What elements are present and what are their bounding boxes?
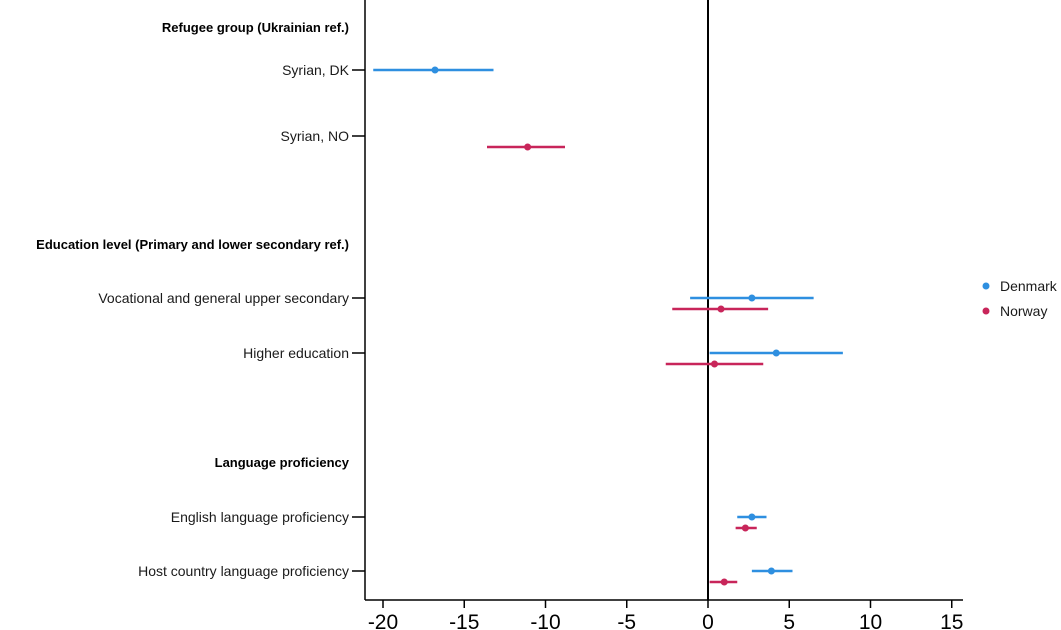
legend-marker-norway xyxy=(982,307,990,315)
point-estimate-denmark xyxy=(772,349,780,357)
point-estimate-norway xyxy=(711,360,718,368)
x-tick-label: 10 xyxy=(859,611,882,630)
point-estimate-denmark xyxy=(767,567,775,575)
group-label: Education level (Primary and lower secon… xyxy=(36,237,349,252)
x-tick-label: -10 xyxy=(530,611,560,630)
row-label: Host country language proficiency xyxy=(138,563,349,579)
point-estimate-norway xyxy=(524,143,532,151)
x-tick-label: 5 xyxy=(783,611,795,630)
x-tick-label: -15 xyxy=(449,611,479,630)
row-label: Higher education xyxy=(243,345,349,361)
legend-label-norway: Norway xyxy=(1000,303,1047,319)
row-label: Syrian, NO xyxy=(281,128,350,144)
row-label: Syrian, DK xyxy=(282,62,350,78)
x-tick-label: -20 xyxy=(368,611,398,630)
legend-marker-denmark xyxy=(982,282,990,290)
group-label: Language proficiency xyxy=(215,455,350,470)
point-estimate-norway xyxy=(741,524,749,532)
legend: Denmark Norway xyxy=(982,278,1058,319)
x-tick-label: 15 xyxy=(940,611,963,630)
point-estimate-norway xyxy=(717,305,725,313)
row-label: Vocational and general upper secondary xyxy=(98,290,349,306)
point-estimate-norway xyxy=(720,578,728,586)
legend-label-denmark: Denmark xyxy=(1000,278,1058,294)
x-tick-label: -5 xyxy=(617,611,636,630)
point-estimate-denmark xyxy=(748,294,756,302)
point-estimate-denmark xyxy=(748,513,756,521)
x-tick-label: 0 xyxy=(702,611,714,630)
row-label: English language proficiency xyxy=(171,509,349,525)
group-label: Refugee group (Ukrainian ref.) xyxy=(162,20,349,35)
point-estimate-denmark xyxy=(431,66,439,74)
